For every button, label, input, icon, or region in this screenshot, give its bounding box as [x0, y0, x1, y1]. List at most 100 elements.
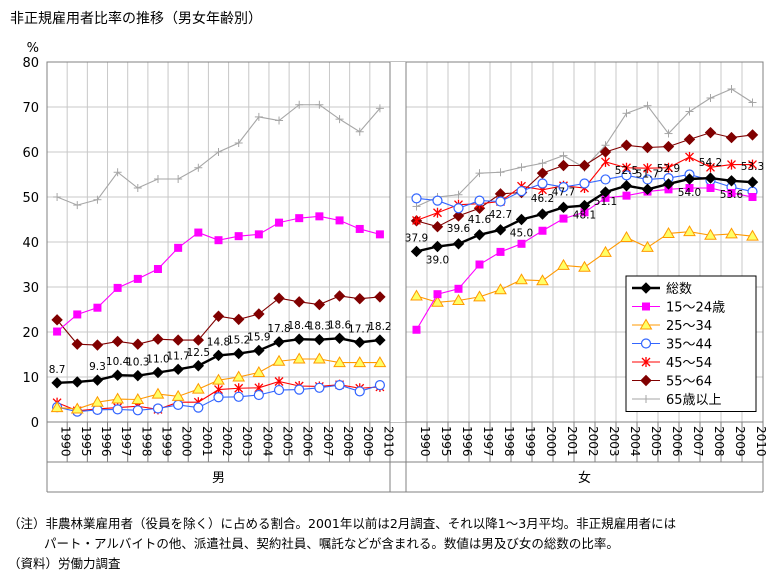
data-label: 53.6 [720, 189, 744, 201]
series-point [253, 308, 265, 320]
series-point [53, 327, 62, 336]
series-point [295, 100, 304, 109]
series-point [152, 333, 164, 345]
series-point [174, 175, 183, 183]
series-point [354, 386, 365, 397]
series-point [293, 296, 305, 308]
series-point [295, 214, 304, 223]
y-tick-label: 10 [22, 371, 39, 386]
legend-marker-point [641, 357, 651, 367]
y-tick-label: 60 [22, 146, 39, 161]
chart-title: 非正規雇用者比率の推移（男女年齢別） [10, 11, 262, 27]
series-point [112, 404, 123, 415]
series-point [622, 109, 631, 118]
group-label: 男 [212, 471, 225, 486]
legend-label: 35～44 [666, 338, 712, 353]
series-point [113, 283, 122, 292]
series-point [51, 314, 63, 326]
series-point [232, 370, 246, 382]
data-label: 15.2 [227, 335, 250, 347]
series-point [252, 366, 266, 377]
series-point [375, 104, 384, 113]
data-label: 18.2 [368, 321, 391, 333]
series-point [452, 238, 465, 250]
series-point [496, 247, 505, 256]
series-point [333, 290, 346, 302]
series-point [192, 334, 205, 346]
series-point [333, 356, 346, 368]
series-point [683, 133, 696, 146]
x-tick-label: 1996 [460, 426, 474, 457]
legend-item: 15～24歳 [632, 301, 725, 316]
series-point [193, 402, 204, 413]
data-labels: 8.7 9.3 10.410.311.011.712.514.815.215.917… [49, 157, 764, 376]
series-point [275, 218, 284, 227]
series-point [643, 163, 652, 174]
series-point [641, 240, 654, 252]
data-label: 42.7 [489, 209, 512, 221]
axes: 0 10 20 30 40 50 60 70 80% 1990 1995 1996 1997 1998 19… [22, 41, 768, 493]
series-point [294, 384, 305, 395]
series-point [600, 174, 611, 185]
series-point [662, 178, 675, 190]
series-point [232, 347, 245, 360]
series-point [559, 214, 568, 223]
series-point [153, 265, 162, 273]
series-point [704, 172, 717, 184]
data-label: 15.9 [247, 331, 270, 343]
series-point [315, 100, 324, 109]
series-point [706, 162, 715, 173]
series-point [111, 392, 124, 404]
series-point [641, 183, 654, 196]
series-female-0 [410, 172, 759, 258]
series-point [517, 239, 526, 248]
legend-label: 15～24歳 [666, 301, 725, 316]
series-point [411, 193, 422, 204]
series-point [620, 231, 633, 242]
series-point [212, 349, 225, 362]
series-point [234, 139, 243, 147]
x-tick-label: 2004 [260, 426, 274, 457]
data-label: 54.0 [678, 187, 701, 199]
series-point [746, 229, 759, 241]
series-point [557, 201, 570, 214]
series-point [213, 392, 224, 403]
x-tick-label: 1999 [523, 426, 537, 457]
series-point [412, 325, 421, 334]
series-point [431, 220, 444, 233]
series-point [133, 184, 142, 192]
x-tick-label: 1999 [159, 426, 173, 457]
x-tick-label: 1990 [59, 426, 73, 457]
series-point [313, 298, 326, 311]
data-label: 11.7 [166, 350, 189, 362]
y-tick-label: 20 [22, 326, 39, 341]
legend-item: 35～44 [632, 338, 712, 353]
series-point [111, 369, 124, 381]
series-point [621, 170, 632, 181]
series-point [662, 140, 675, 153]
data-label: 14.8 [207, 336, 230, 348]
series-point [153, 175, 162, 183]
legend-marker-point [640, 374, 652, 387]
series-point [315, 212, 324, 221]
legend-marker-point [640, 282, 652, 294]
data-label: 53.3 [741, 161, 764, 173]
x-tick-label: 1995 [439, 426, 453, 457]
series-point [496, 168, 505, 177]
series-point [234, 383, 244, 394]
data-label: 46.2 [531, 193, 554, 205]
y-axis-unit: % [27, 41, 39, 56]
data-label: 18.4 [288, 320, 312, 332]
legend-marker-point [642, 302, 650, 311]
x-tick-label: 1998 [139, 426, 153, 457]
series-female-3 [411, 169, 758, 214]
series-point [706, 94, 715, 102]
series-point [538, 159, 547, 168]
data-label: 18.6 [328, 319, 352, 331]
series-point [293, 333, 305, 345]
series-point [473, 229, 486, 241]
series-point [152, 403, 164, 414]
series-male-5 [51, 290, 386, 351]
series-point [683, 225, 696, 237]
x-tick-label: 2006 [670, 426, 684, 457]
